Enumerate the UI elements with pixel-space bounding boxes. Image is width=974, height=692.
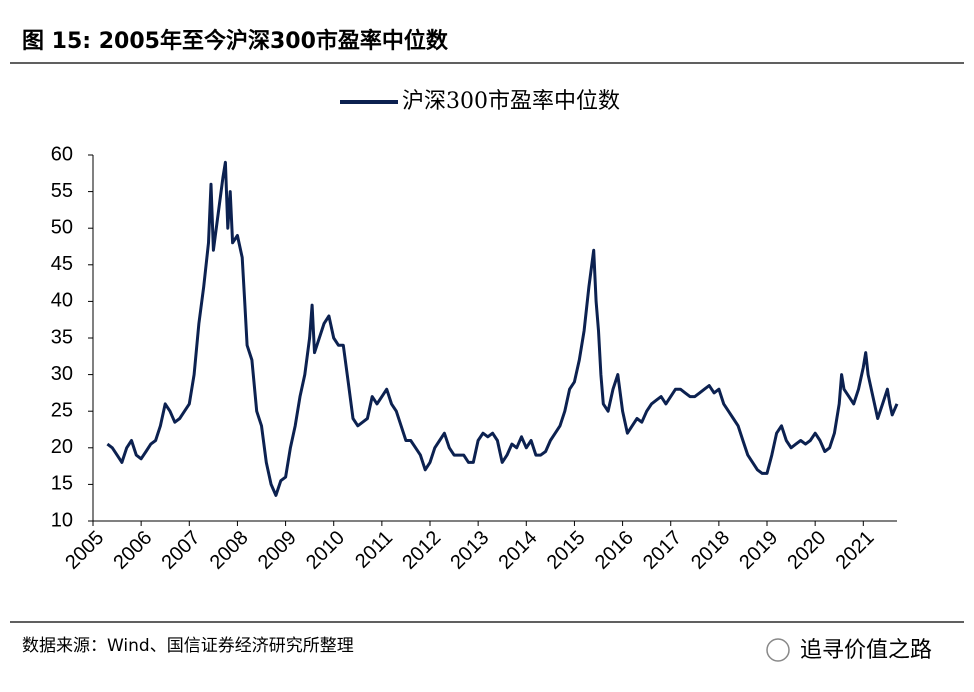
legend-label: 沪深300市盈率中位数 <box>402 89 620 114</box>
x-tick-label: 2016 <box>591 527 638 574</box>
x-tick-label: 2008 <box>206 527 253 574</box>
source-note: 数据来源：Wind、国信证券经济研究所整理 <box>22 636 354 656</box>
x-tick-label: 2021 <box>832 527 879 574</box>
x-tick-label: 2011 <box>351 527 397 573</box>
y-tick-label: 35 <box>51 326 73 348</box>
y-tick-label: 20 <box>51 436 73 458</box>
x-tick-label: 2007 <box>158 527 205 574</box>
x-tick-label: 2018 <box>687 527 734 574</box>
data-line <box>106 160 899 497</box>
watermark: 追寻价值之路 <box>800 638 932 663</box>
y-tick-label: 25 <box>51 399 73 421</box>
x-tick-label: 2012 <box>398 527 445 574</box>
watermark-icon <box>766 638 790 662</box>
y-tick-label: 45 <box>51 253 73 275</box>
x-tick-label: 2015 <box>543 527 590 574</box>
y-tick-label: 30 <box>51 363 73 385</box>
y-tick-label: 55 <box>51 180 73 202</box>
x-tick-label: 2017 <box>639 527 686 574</box>
x-tick-label: 2006 <box>109 527 156 574</box>
y-tick-label: 60 <box>51 143 73 165</box>
x-tick-label: 2005 <box>61 527 108 574</box>
y-tick-label: 50 <box>51 216 73 238</box>
x-tick-label: 2010 <box>302 527 349 574</box>
x-tick-label: 2019 <box>735 527 782 574</box>
x-tick-label: 2013 <box>446 527 493 574</box>
y-tick-label: 10 <box>51 509 73 531</box>
y-tick-label: 15 <box>51 473 73 495</box>
x-tick-label: 2014 <box>495 527 542 574</box>
x-tick-label: 2020 <box>783 527 830 574</box>
y-tick-label: 40 <box>51 290 73 312</box>
chart-title: 图 15: 2005年至今沪深300市盈率中位数 <box>22 28 449 54</box>
x-tick-label: 2009 <box>254 527 301 574</box>
